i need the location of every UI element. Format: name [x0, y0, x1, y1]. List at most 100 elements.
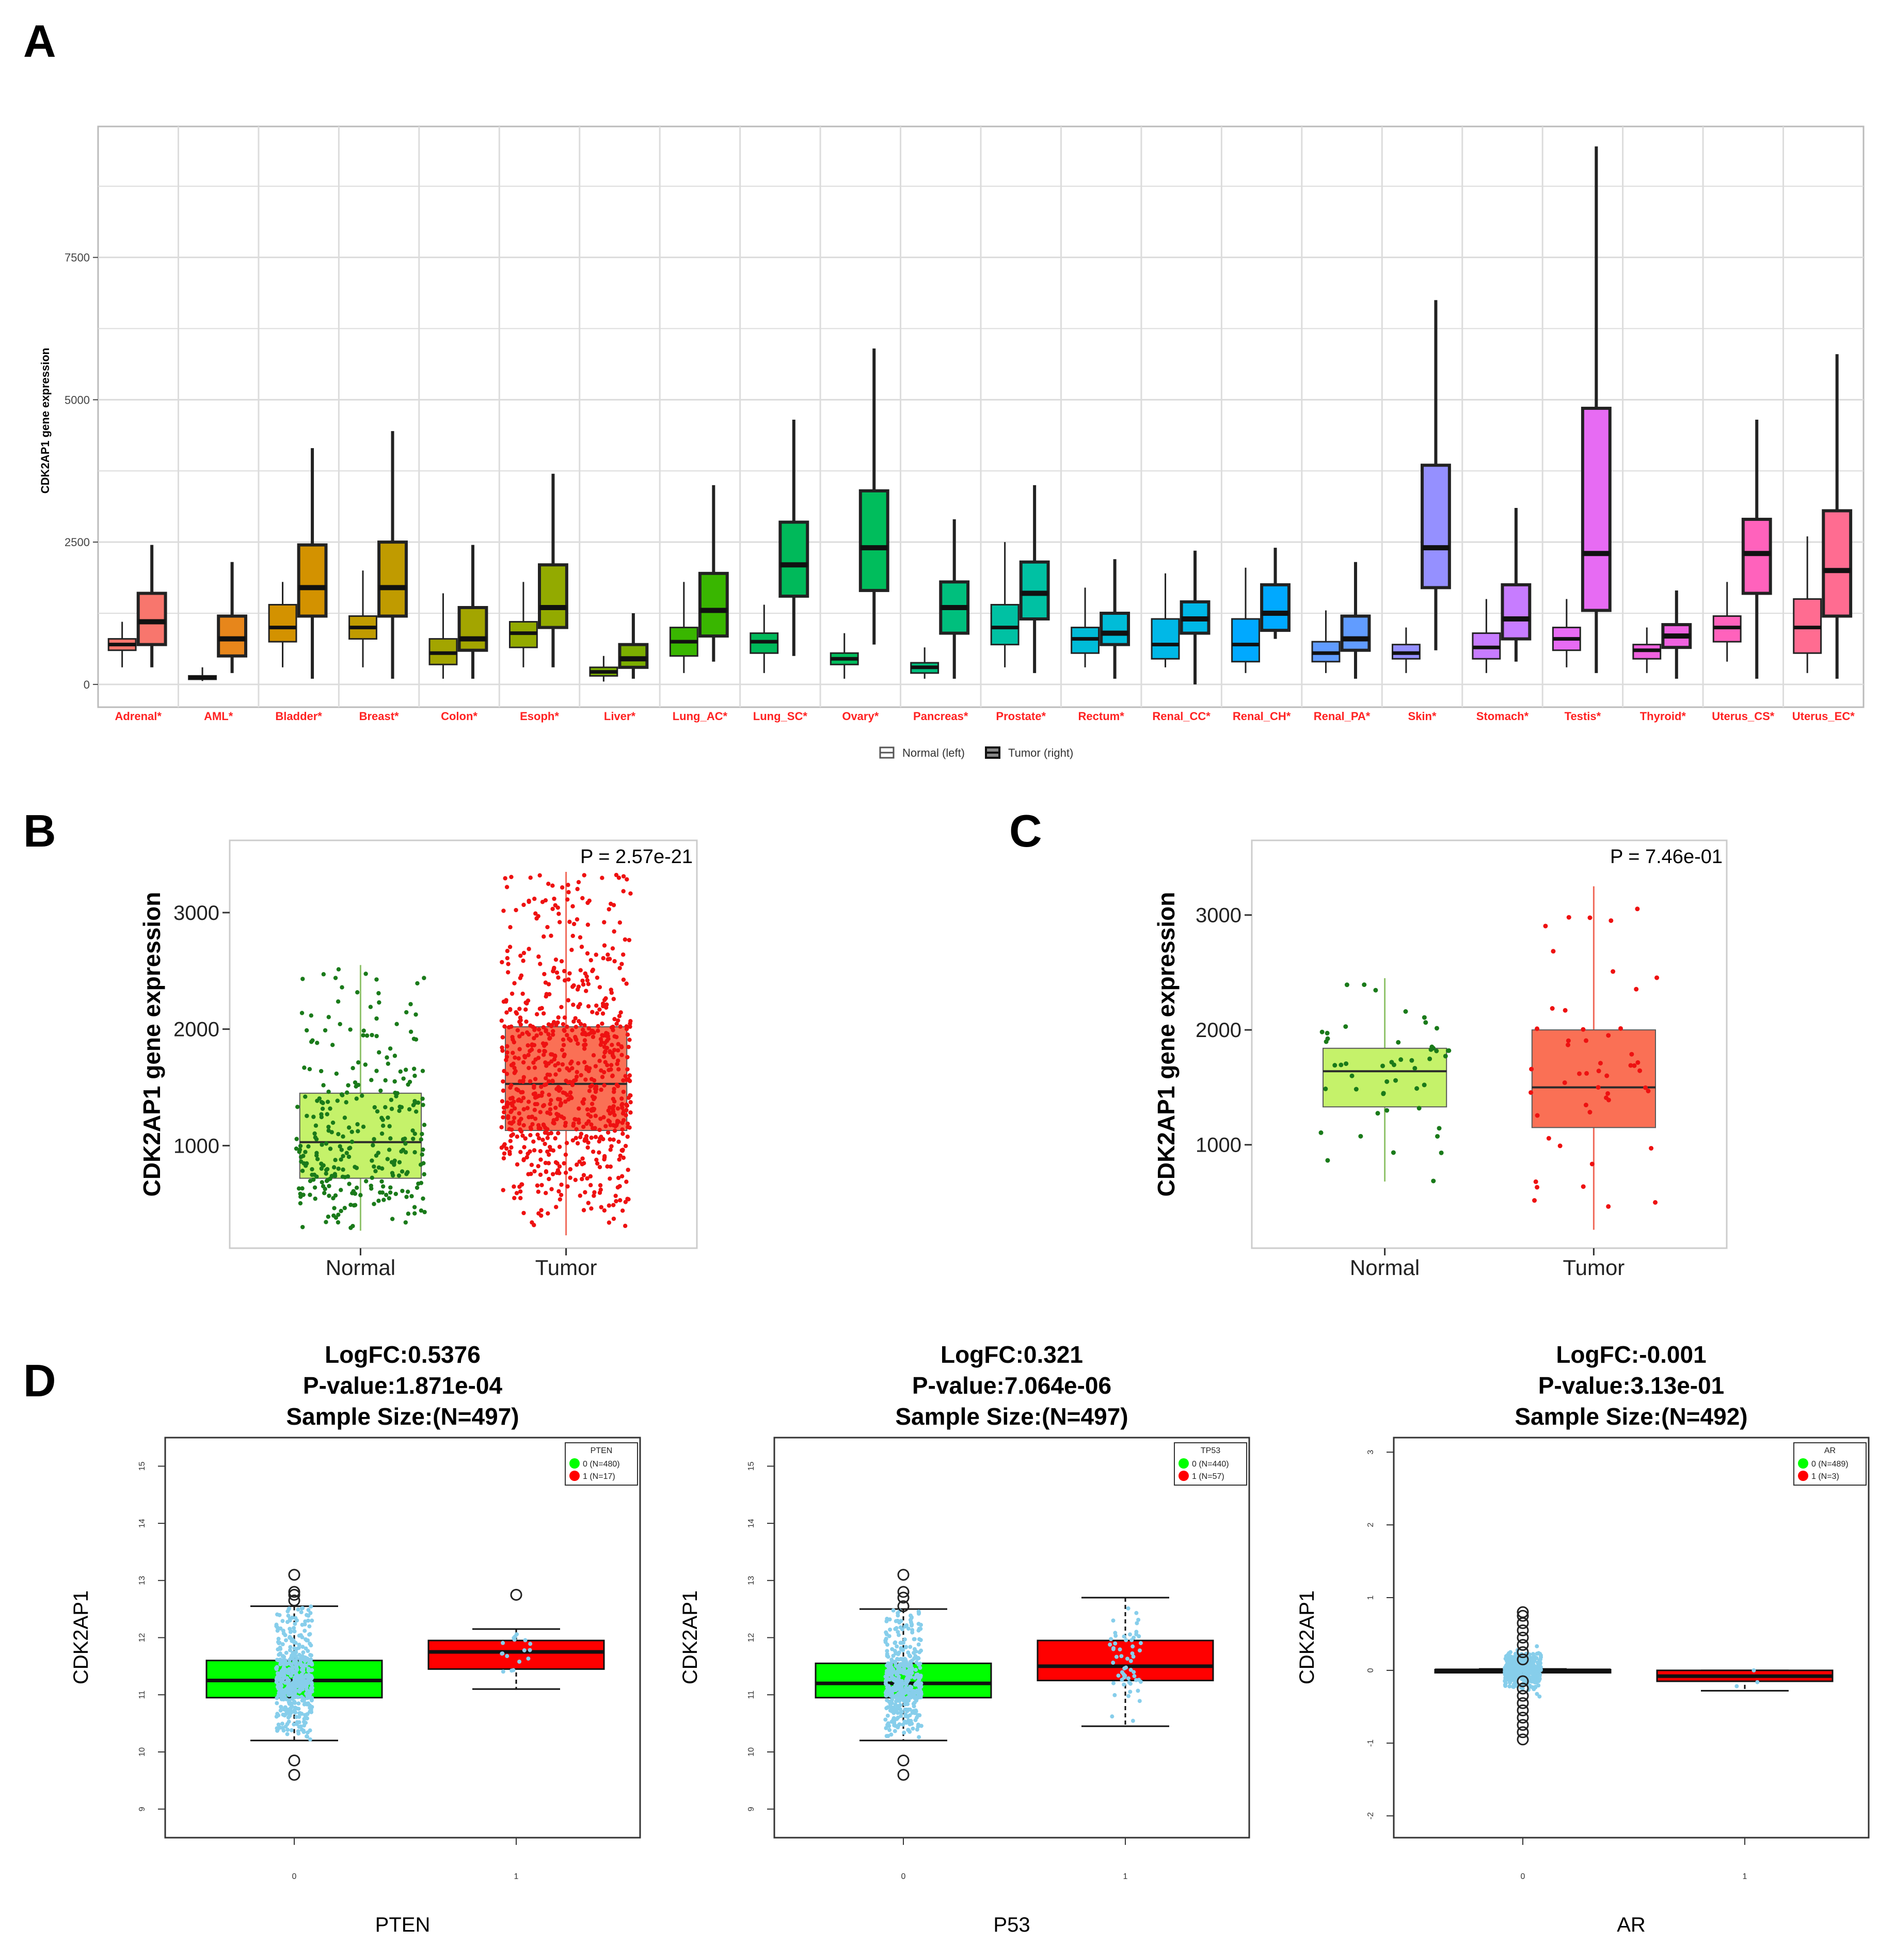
data-point	[612, 929, 616, 934]
data-point	[589, 1206, 594, 1211]
data-point	[612, 1112, 617, 1118]
data-point	[381, 1198, 386, 1202]
data-point	[296, 1701, 301, 1706]
data-point	[1362, 982, 1367, 987]
panel-a-tumor-box	[1100, 612, 1130, 646]
data-point	[279, 1673, 283, 1678]
data-point	[1353, 1087, 1359, 1092]
data-point	[349, 1139, 355, 1144]
data-point	[1349, 1073, 1355, 1078]
data-point	[306, 1618, 311, 1623]
data-point	[589, 1122, 594, 1127]
data-point	[605, 1164, 610, 1169]
data-point	[620, 1105, 625, 1110]
data-point	[505, 1654, 509, 1659]
panel-a-tumor-box	[538, 563, 568, 629]
data-point	[364, 1179, 369, 1184]
data-point	[1132, 1670, 1136, 1675]
data-point	[389, 1097, 394, 1102]
data-point	[1111, 1647, 1116, 1651]
data-point	[616, 1067, 621, 1072]
data-point	[511, 1050, 515, 1055]
data-point	[883, 1717, 888, 1722]
data-point	[918, 1674, 923, 1678]
data-point	[397, 1160, 402, 1165]
data-point	[281, 1728, 286, 1733]
data-point	[580, 978, 585, 983]
data-point	[915, 1727, 919, 1732]
data-point	[550, 906, 555, 911]
ytick-label: 15	[747, 1461, 756, 1471]
data-point	[906, 1627, 911, 1631]
panel-d2-plot-area	[773, 1437, 1250, 1839]
data-point	[290, 1668, 295, 1673]
data-point	[1566, 1042, 1571, 1047]
data-point	[902, 1730, 906, 1735]
data-point	[1319, 1029, 1325, 1034]
data-point	[314, 1137, 319, 1142]
data-point	[361, 1033, 365, 1038]
data-point	[1344, 1061, 1349, 1066]
data-point	[530, 1122, 535, 1127]
data-point	[885, 1649, 889, 1653]
data-point	[275, 1629, 280, 1633]
data-point	[1587, 915, 1593, 920]
data-point	[289, 1711, 293, 1715]
data-point	[569, 1059, 574, 1064]
data-point	[579, 1073, 583, 1078]
data-point	[624, 1027, 629, 1031]
data-point	[309, 1680, 314, 1685]
data-point	[543, 1125, 548, 1130]
data-point	[584, 1121, 589, 1126]
data-point	[896, 1711, 900, 1715]
data-point	[519, 1182, 524, 1187]
data-point	[1398, 1057, 1404, 1062]
data-point	[301, 1650, 306, 1655]
data-point	[401, 1076, 406, 1081]
data-point	[1546, 1136, 1551, 1141]
data-point	[528, 1133, 533, 1138]
data-point	[342, 1206, 347, 1210]
data-point	[1118, 1647, 1122, 1652]
data-point	[330, 1043, 335, 1047]
data-point	[592, 1078, 597, 1083]
data-point	[302, 1065, 307, 1070]
outlier-point	[288, 1755, 300, 1767]
legend-item: 1 (N=57)	[1192, 1472, 1224, 1481]
data-point	[1587, 1110, 1593, 1115]
data-point	[537, 1007, 543, 1011]
data-point	[285, 1728, 290, 1732]
data-point	[1108, 1643, 1112, 1647]
data-point	[531, 1092, 536, 1096]
legend-item: 1 (N=3)	[1811, 1472, 1839, 1481]
data-point	[336, 1220, 341, 1225]
data-point	[544, 1170, 549, 1174]
data-point	[896, 1723, 901, 1728]
ytick-label: 11	[138, 1691, 147, 1699]
data-point	[341, 1154, 345, 1158]
data-point	[560, 1047, 565, 1053]
data-point	[883, 1691, 888, 1695]
data-point	[405, 1189, 410, 1194]
data-point	[896, 1630, 900, 1634]
data-point	[900, 1682, 904, 1687]
data-point	[283, 1668, 288, 1672]
data-point	[530, 1220, 534, 1225]
data-point	[568, 1090, 573, 1095]
data-point	[892, 1723, 897, 1728]
data-point	[539, 1208, 544, 1213]
data-point	[902, 1637, 907, 1642]
data-point	[533, 1117, 538, 1121]
data-point	[507, 945, 513, 949]
data-point	[278, 1708, 283, 1713]
data-point	[541, 1011, 546, 1016]
panel-d2-ylabel: CDK2AP1	[679, 1590, 702, 1684]
outlier-point	[897, 1591, 910, 1604]
data-point	[418, 1162, 423, 1167]
data-point	[526, 1172, 531, 1176]
data-point	[516, 1056, 521, 1061]
data-point	[1551, 949, 1556, 954]
data-point	[613, 1124, 618, 1128]
data-point	[549, 933, 553, 938]
panel-d1-title-logfc: LogFC:0.5376	[325, 1341, 481, 1368]
